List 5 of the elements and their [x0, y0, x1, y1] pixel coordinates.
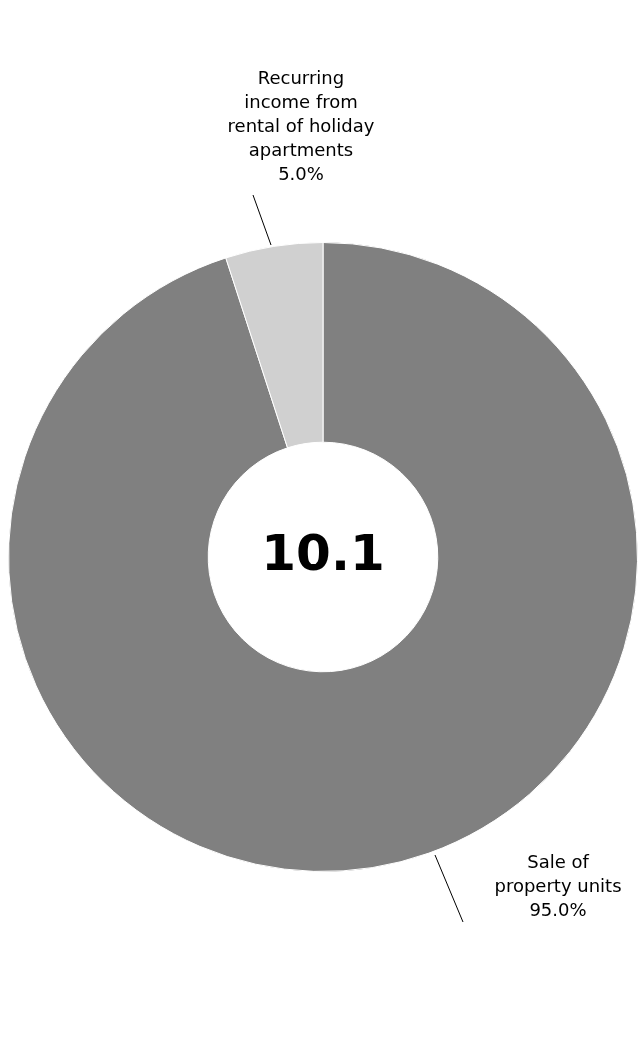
slice-label: Sale of property units [494, 850, 622, 896]
data-label: 95.0% [529, 898, 587, 920]
slice-label: Recurring income from rental of holiday apartments [227, 66, 375, 160]
text: 10.1 [261, 523, 385, 582]
data-label: 5.0% [278, 162, 324, 184]
